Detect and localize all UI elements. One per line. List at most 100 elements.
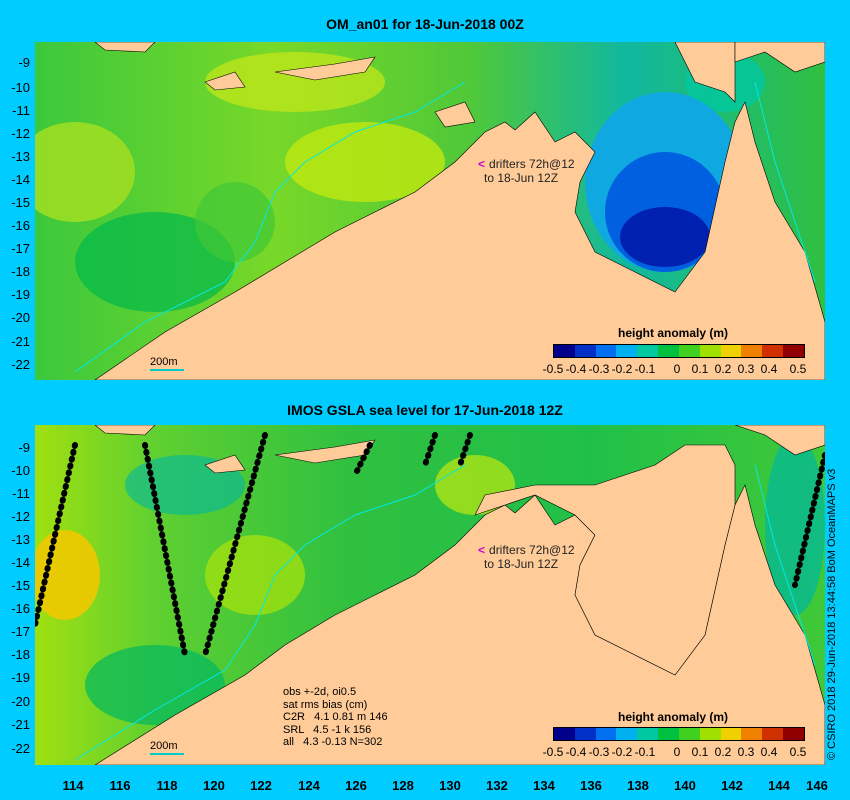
colorbar-label: -0.4 — [565, 745, 587, 759]
lon-label: 122 — [250, 778, 272, 793]
colorbar-label: -0.3 — [588, 362, 610, 376]
lat-label: -16 — [11, 601, 30, 616]
lat-label: -12 — [11, 126, 30, 141]
drifter-legend: < drifters 72h@12 to 18-Jun 12Z — [478, 543, 575, 571]
colorbar-label: -0.2 — [611, 362, 633, 376]
bottom-map — [35, 425, 825, 765]
scale-bar: 200m — [150, 356, 184, 371]
colorbar-label: -0.3 — [588, 745, 610, 759]
lon-label: 130 — [439, 778, 461, 793]
lat-label: -20 — [11, 310, 30, 325]
colorbar-swatch — [762, 728, 784, 740]
lat-label: -16 — [11, 218, 30, 233]
scale-line — [150, 753, 184, 755]
colorbar-swatch — [574, 728, 596, 740]
scale-label: 200m — [150, 356, 178, 368]
colorbar-label: -0.1 — [634, 745, 656, 759]
scale-line — [150, 369, 184, 371]
lat-label: -22 — [11, 741, 30, 756]
drifter-arrow-icon: < — [478, 157, 486, 171]
colorbar-label: 0.4 — [760, 362, 778, 376]
colorbar-swatch — [762, 345, 784, 357]
lon-label: 134 — [533, 778, 555, 793]
colorbar-swatch — [595, 345, 617, 357]
colorbar-swatch — [637, 345, 659, 357]
bottom-panel-title: IMOS GSLA sea level for 17-Jun-2018 12Z — [287, 402, 563, 418]
lon-label: 116 — [109, 778, 131, 793]
lat-label: -13 — [11, 532, 30, 547]
stats-line: all 4.3 -0.13 N=302 — [283, 736, 383, 748]
lat-label: -20 — [11, 694, 30, 709]
bathymetry-contour — [74, 464, 466, 761]
drifter-text: drifters 72h@12 — [489, 543, 575, 557]
lat-label: -15 — [11, 195, 30, 210]
lon-label: 120 — [203, 778, 225, 793]
colorbar-label: -0.5 — [542, 362, 564, 376]
scale-bar: 200m — [150, 740, 184, 755]
colorbar-label: -0.5 — [542, 745, 564, 759]
lat-label: -18 — [11, 647, 30, 662]
colorbar-label: 0.5 — [789, 745, 807, 759]
colorbar-swatch — [637, 728, 659, 740]
top-panel-title: OM_an01 for 18-Jun-2018 00Z — [326, 16, 524, 32]
lat-label: -17 — [11, 624, 30, 639]
lat-label: -10 — [11, 80, 30, 95]
drifter-text-2: to 18-Jun 12Z — [484, 557, 559, 571]
bottom-map-graphic — [35, 425, 825, 765]
colorbar-swatch — [554, 345, 575, 357]
bathymetry-contour — [74, 81, 466, 373]
lat-label: -13 — [11, 149, 30, 164]
colorbar-label: 0 — [673, 362, 681, 376]
colorbar-label: 0 — [673, 745, 681, 759]
altimeter-tracks — [35, 432, 825, 658]
lat-label: -17 — [11, 241, 30, 256]
lon-label: 136 — [580, 778, 602, 793]
colorbar-swatch — [783, 345, 804, 357]
bottom-colorbar — [553, 727, 805, 741]
colorbar-swatch — [616, 345, 638, 357]
australia-land — [94, 101, 825, 380]
colorbar-label: 0.5 — [789, 362, 807, 376]
lat-label: -9 — [18, 55, 30, 70]
drifter-text-2: to 18-Jun 12Z — [484, 171, 559, 185]
colorbar-label: -0.1 — [634, 362, 656, 376]
lat-label: -14 — [11, 555, 30, 570]
colorbar-swatch — [741, 345, 763, 357]
lon-label: 140 — [674, 778, 696, 793]
colorbar-swatch — [741, 728, 763, 740]
colorbar-label: -0.4 — [565, 362, 587, 376]
colorbar-label: -0.2 — [611, 745, 633, 759]
top-map — [35, 42, 825, 380]
lat-label: -11 — [12, 103, 30, 118]
colorbar-swatch — [554, 728, 575, 740]
lat-label: -21 — [11, 334, 30, 349]
colorbar-label: 0.2 — [714, 745, 732, 759]
lat-label: -12 — [11, 509, 30, 524]
colorbar-label: 0.2 — [714, 362, 732, 376]
credit-text: © CSIRO 2018 29-Jun-2018 13:44:58 BoM Oc… — [826, 468, 838, 760]
stats-line: obs +-2d, oi0.5 — [283, 686, 357, 698]
colorbar-swatch — [574, 345, 596, 357]
lat-label: -19 — [11, 287, 30, 302]
lat-label: -14 — [11, 172, 30, 187]
colorbar-swatch — [699, 345, 721, 357]
colorbar-swatch — [658, 728, 679, 740]
colorbar-swatch — [658, 345, 679, 357]
drifter-legend: < drifters 72h@12 to 18-Jun 12Z — [478, 157, 575, 185]
lon-label: 142 — [721, 778, 743, 793]
colorbar-swatch — [699, 728, 721, 740]
lon-label: 114 — [62, 778, 84, 793]
lat-label: -9 — [18, 440, 30, 455]
drifter-text: drifters 72h@12 — [489, 157, 575, 171]
lat-label: -22 — [11, 357, 30, 372]
bottom-colorbar-title: height anomaly (m) — [618, 710, 729, 724]
lon-label: 118 — [156, 778, 178, 793]
lon-label: 128 — [392, 778, 414, 793]
lon-label: 124 — [298, 778, 320, 793]
lon-label: 132 — [486, 778, 508, 793]
colorbar-swatch — [783, 728, 804, 740]
colorbar-label: 0.1 — [691, 362, 709, 376]
scale-label: 200m — [150, 740, 178, 752]
top-colorbar — [553, 344, 805, 358]
lat-label: -10 — [11, 463, 30, 478]
